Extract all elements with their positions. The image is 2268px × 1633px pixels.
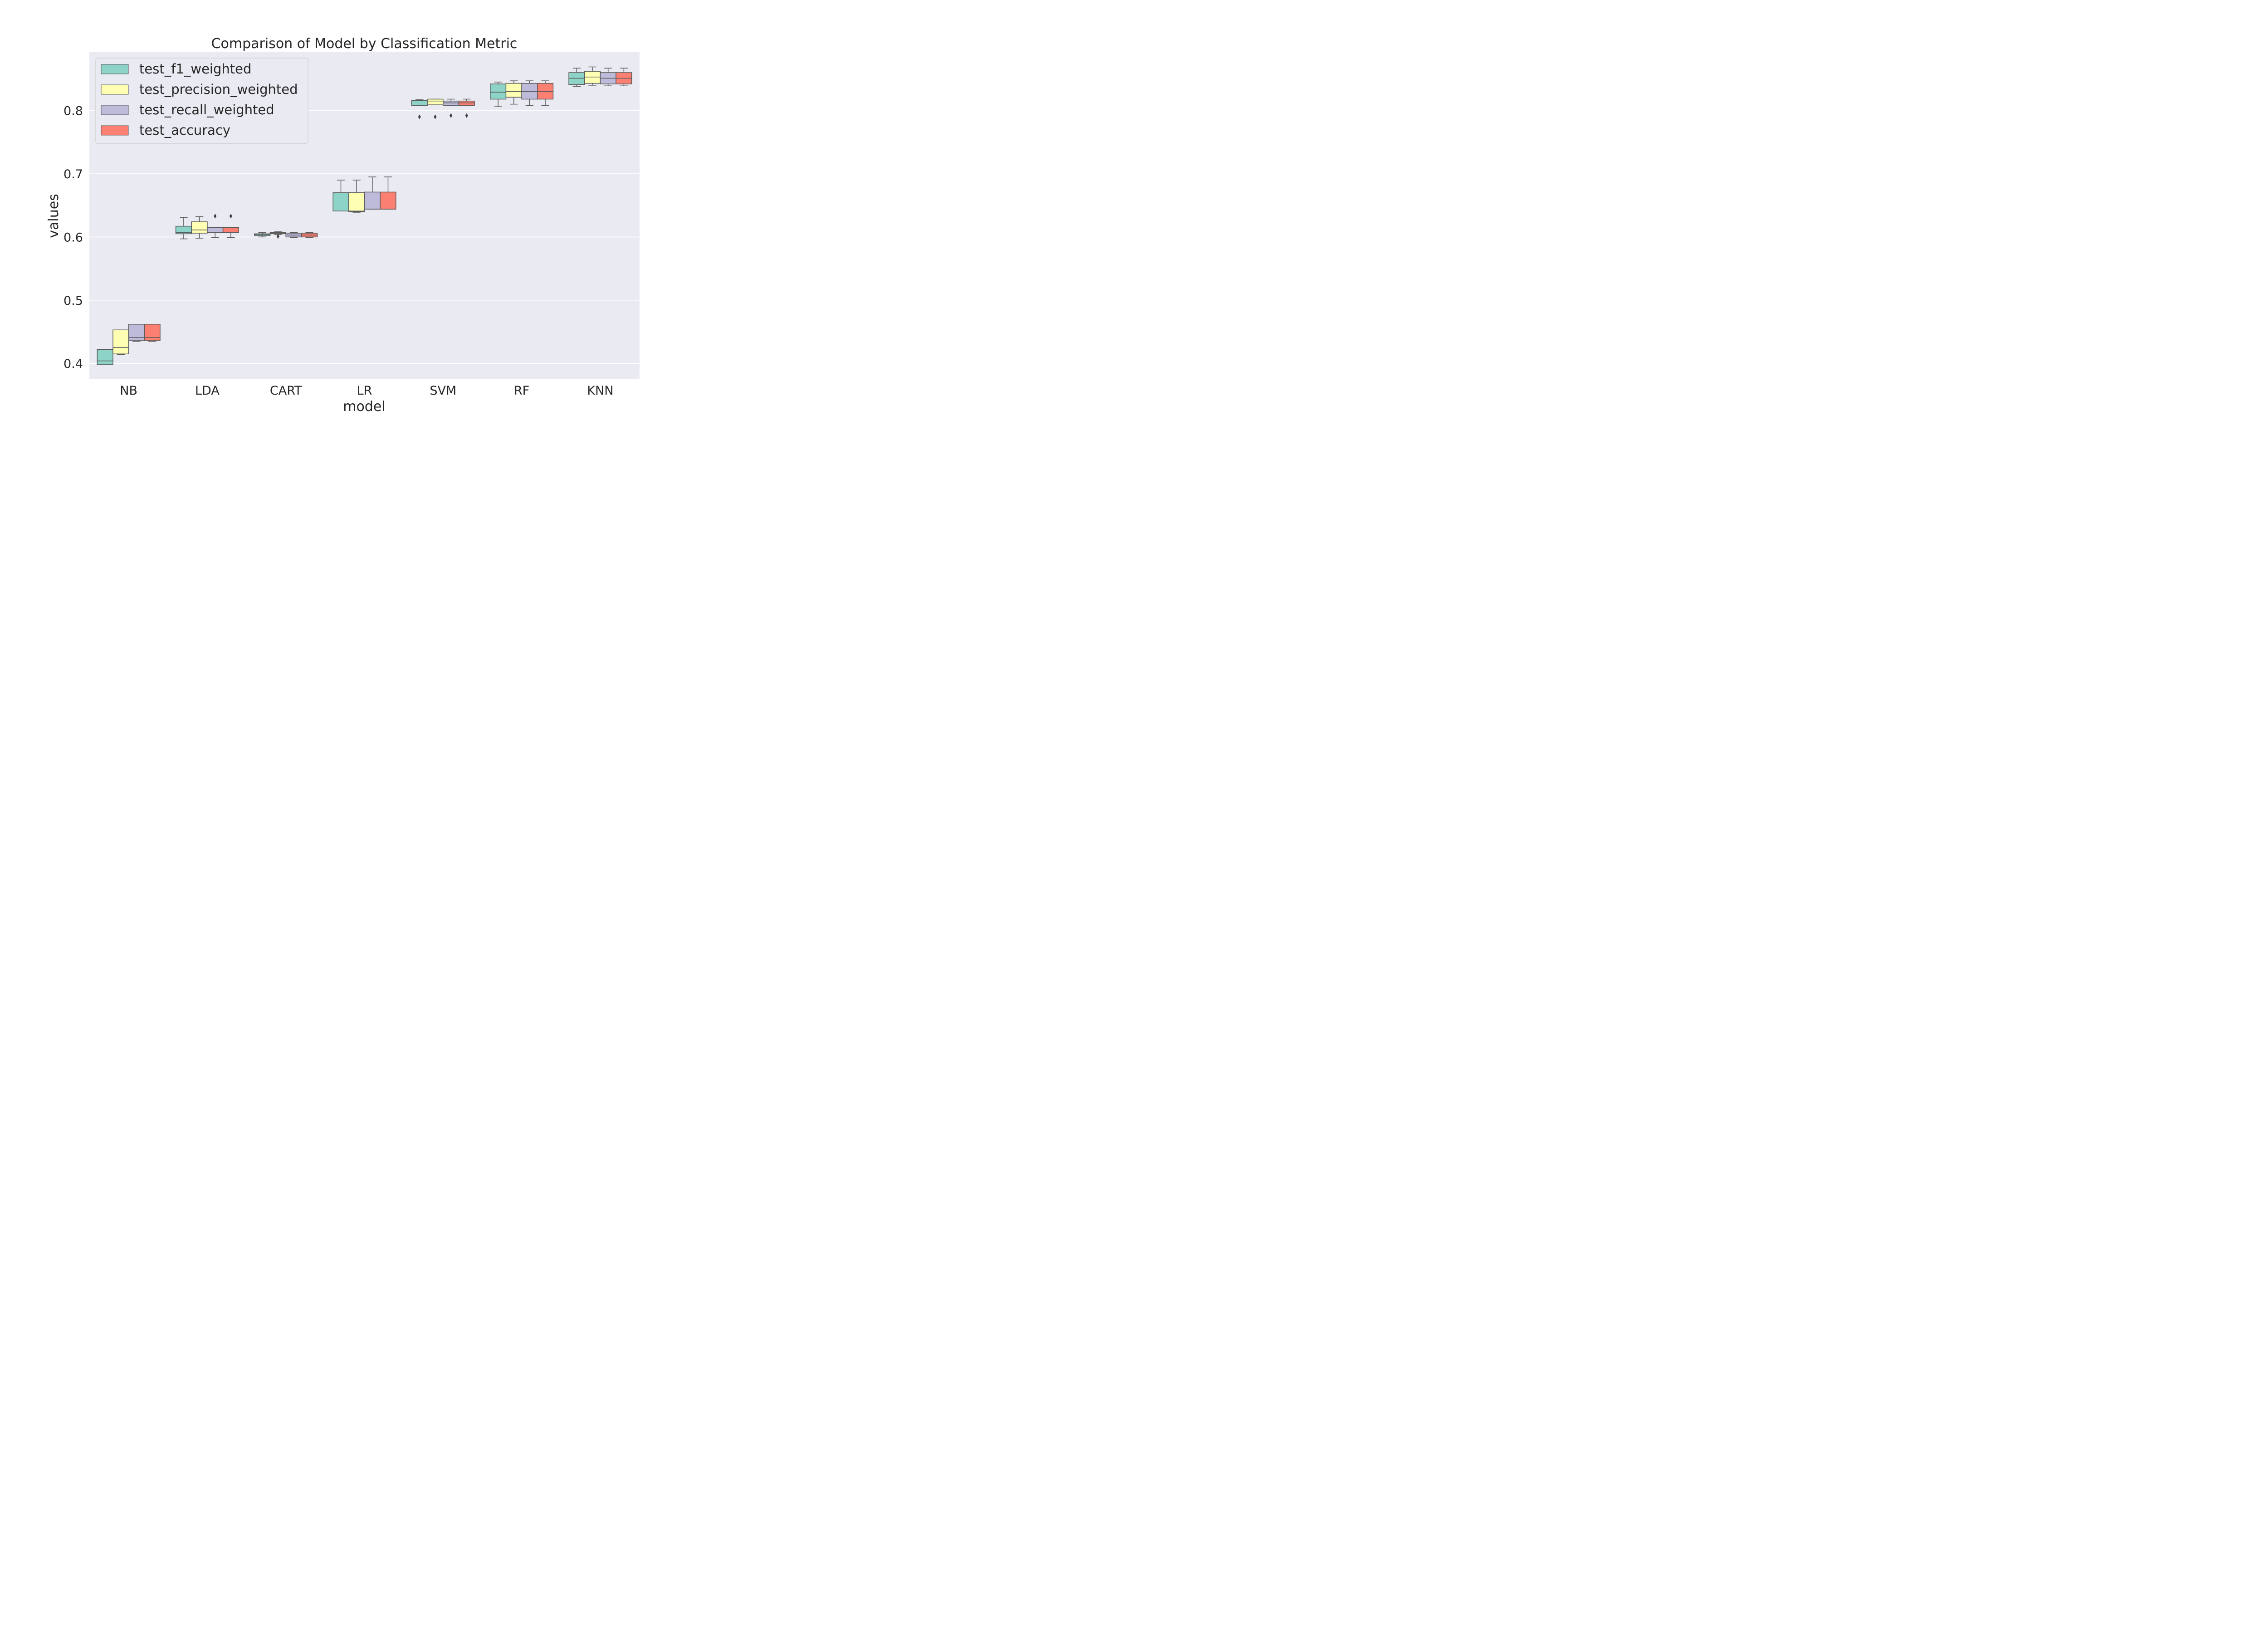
series-test_precision_weighted [112,66,601,355]
box-LR-test_accuracy [380,176,396,210]
x-tick-label: LDA [195,384,220,398]
box-NB-test_recall_weighted [128,323,145,342]
y-tick-label: 0.6 [64,230,83,244]
box-groups [97,66,632,365]
y-axis-label: values [46,194,62,238]
box-KNN-test_accuracy [616,68,632,87]
chart-figure: 0.4 0.5 0.6 0.7 0.8 NB LDA CART LR SVM RF KNN Comp… [0,0,711,427]
box-iqr [332,192,349,211]
box-RF-test_recall_weighted [521,80,538,106]
box-iqr [112,329,129,354]
legend-swatch [101,64,129,74]
legend-frame [95,58,308,144]
legend-label: test_recall_weighted [139,102,274,117]
y-tick-label: 0.8 [64,104,83,118]
box-iqr [348,192,365,212]
box-LR-test_recall_weighted [364,176,381,210]
chart-title: Comparison of Model by Classification Me… [211,36,518,52]
box-LDA-test_accuracy [222,214,239,238]
legend-label: test_precision_weighted [139,82,298,97]
box-RF-test_accuracy [537,80,554,106]
y-tick-label: 0.5 [64,294,83,308]
box-iqr [144,323,161,341]
legend-label: test_accuracy [139,122,230,138]
box-iqr [128,323,145,341]
box-iqr [380,191,396,210]
box-NB-test_accuracy [144,323,161,342]
x-tick-label: RF [514,384,529,398]
x-axis-label: model [343,399,385,415]
box-SVM-test_precision_weighted [427,98,444,119]
outlier-point [450,113,453,118]
chart-svg: 0.4 0.5 0.6 0.7 0.8 NB LDA CART LR SVM RF KNN Comp… [0,0,711,427]
legend-swatch [101,105,129,115]
y-tick-label: 0.7 [64,167,83,181]
box-LR-test_f1_weighted [332,180,349,211]
legend-swatch [101,125,129,136]
box-CART-test_recall_weighted [285,232,302,238]
box-NB-test_f1_weighted [97,349,113,365]
y-tick-labels: 0.4 0.5 0.6 0.7 0.8 [64,104,83,372]
x-tick-label: NB [120,384,137,398]
box-iqr [411,100,428,106]
box-LDA-test_recall_weighted [207,214,224,238]
outlier-point [465,113,468,118]
series-test_recall_weighted [128,68,616,342]
box-LDA-test_precision_weighted [191,216,208,239]
box-CART-test_accuracy [301,232,318,238]
outlier-point [214,214,217,219]
x-tick-labels: NB LDA CART LR SVM RF KNN [120,384,613,398]
box-iqr [505,83,522,98]
box-iqr [207,227,224,233]
box-KNN-test_f1_weighted [568,68,585,87]
box-iqr [427,98,444,105]
series-test_f1_weighted [97,68,585,365]
box-iqr [191,221,208,234]
box-LR-test_precision_weighted [348,180,365,213]
box-RF-test_precision_weighted [505,80,522,105]
box-iqr [490,83,507,100]
box-KNN-test_precision_weighted [584,66,601,86]
box-NB-test_precision_weighted [112,329,129,355]
legend-label: test_f1_weighted [139,61,251,77]
box-iqr [364,191,381,210]
series-test_accuracy [144,68,632,342]
box-iqr [97,349,113,365]
legend-swatch [101,84,129,95]
y-tick-label: 0.4 [64,357,83,371]
box-SVM-test_accuracy [458,98,475,118]
x-tick-label: SVM [430,384,456,398]
outlier-point [418,114,421,119]
x-tick-label: CART [270,384,302,398]
box-KNN-test_recall_weighted [600,68,616,87]
box-CART-test_f1_weighted [254,232,271,238]
box-iqr [222,227,239,233]
outlier-point [229,214,232,219]
x-tick-label: KNN [587,384,613,398]
outlier-point [276,234,279,239]
x-tick-label: LR [357,384,372,398]
legend: test_f1_weighted test_precision_weightedt… [95,58,308,144]
outlier-point [434,114,437,119]
